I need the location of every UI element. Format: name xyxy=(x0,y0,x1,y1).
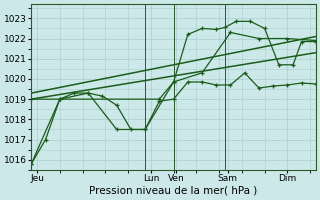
X-axis label: Pression niveau de la mer( hPa ): Pression niveau de la mer( hPa ) xyxy=(90,186,258,196)
